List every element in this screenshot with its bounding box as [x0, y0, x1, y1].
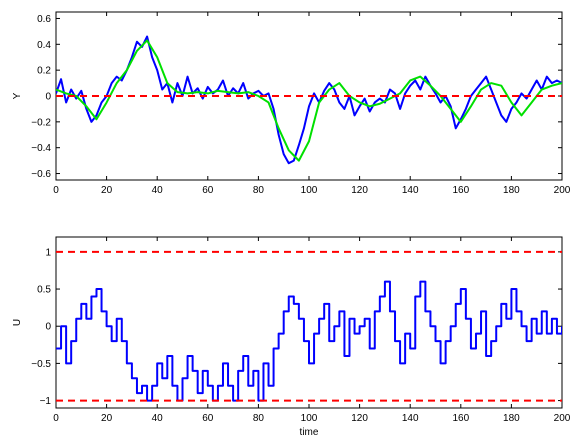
x-tick-label: 160 — [452, 185, 469, 196]
x-tick-label: 120 — [351, 185, 368, 196]
y-tick-label: −0.5 — [31, 359, 51, 370]
x-tick-label: 160 — [452, 413, 469, 424]
y-tick-label: 1 — [45, 247, 51, 258]
x-tick-label: 20 — [101, 185, 113, 196]
y-tick-label: 0.6 — [37, 14, 51, 25]
x-tick-label: 40 — [152, 185, 164, 196]
x-axis-label: time — [300, 427, 319, 437]
y-tick-label: 0.2 — [37, 66, 51, 77]
x-tick-label: 120 — [351, 413, 368, 424]
series-group — [56, 35, 562, 165]
y-tick-label: −0.4 — [31, 143, 51, 154]
x-tick-label: 0 — [53, 413, 59, 424]
x-tick-label: 140 — [402, 185, 419, 196]
x-tick-label: 180 — [503, 185, 520, 196]
x-tick-label: 40 — [152, 413, 164, 424]
y-tick-label: 0 — [45, 92, 51, 103]
y-tick-label: −1 — [40, 396, 52, 407]
x-tick-label: 20 — [101, 413, 113, 424]
y-tick-label: −0.6 — [31, 169, 51, 180]
x-tick-label: 100 — [301, 413, 318, 424]
x-tick-label: 60 — [202, 413, 214, 424]
bottom-plot: 0 20 40 60 80 100 120 140 160 180 200 −1 −0.5 0 0.5 1 Ut… — [12, 236, 571, 437]
x-tick-label: 100 — [301, 185, 318, 196]
y-tick-label: 0.4 — [37, 40, 51, 51]
series-group — [56, 250, 562, 402]
x-tick-label: 140 — [402, 413, 419, 424]
series-line — [56, 35, 562, 165]
x-tick-label: 200 — [554, 413, 571, 424]
y-tick-label: 0.5 — [37, 285, 51, 296]
x-tick-label: 200 — [554, 185, 571, 196]
top-plot: 0 20 40 60 80 100 120 140 160 180 200 −0.6 −0.4 −0.2 0… — [12, 11, 571, 196]
y-axis-label: U — [12, 319, 23, 326]
series-line — [56, 280, 562, 402]
x-tick-label: 0 — [53, 185, 59, 196]
x-tick-label: 180 — [503, 413, 520, 424]
plot-area — [55, 236, 563, 409]
y-tick-label: 0 — [45, 322, 51, 333]
x-tick-label: 60 — [202, 185, 214, 196]
y-tick-label: −0.2 — [31, 117, 51, 128]
y-axis-label: Y — [12, 92, 23, 99]
x-tick-label: 80 — [253, 185, 265, 196]
x-tick-label: 80 — [253, 413, 265, 424]
